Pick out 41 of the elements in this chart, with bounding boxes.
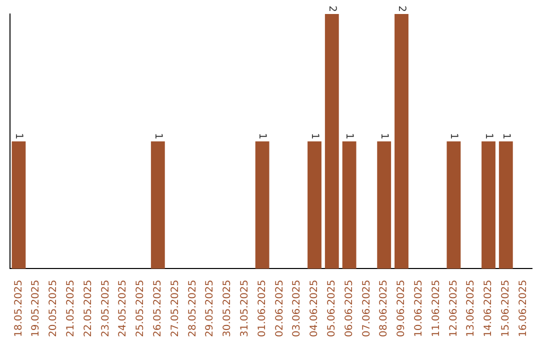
data-label: 1	[308, 132, 320, 140]
data-label: 1	[482, 132, 494, 140]
data-label: 1	[152, 132, 164, 140]
data-label: 1	[378, 132, 390, 140]
x-tick-label: 21.05.2025	[65, 280, 76, 338]
x-tick-label: 22.05.2025	[82, 280, 94, 338]
x-tick-label: 02.06.2025	[274, 280, 286, 338]
x-tick-label: 03.06.2025	[292, 280, 303, 338]
data-label: 1	[448, 132, 460, 140]
x-tick-label: 24.05.2025	[118, 280, 129, 338]
x-tick-label: 18.05.2025	[13, 280, 24, 338]
x-tick-label: 15.06.2025	[500, 280, 512, 338]
x-tick-label: 13.06.2025	[466, 280, 477, 338]
data-label: 2	[396, 6, 407, 12]
x-tick-label: 08.06.2025	[378, 280, 390, 338]
x-tick-label: 12.06.2025	[448, 280, 460, 338]
x-tick-label: 01.06.2025	[256, 280, 268, 338]
x-tick-label: 25.05.2025	[135, 280, 146, 338]
x-tick-label: 14.06.2025	[483, 280, 494, 338]
x-tick-label: 11.06.2025	[430, 280, 442, 338]
data-label: 1	[256, 132, 268, 140]
data-label: 2	[326, 6, 338, 12]
x-tick-label: 05.06.2025	[326, 280, 338, 338]
x-tick-label: 09.06.2025	[396, 280, 408, 338]
x-tick-label: 31.05.2025	[239, 280, 250, 338]
x-tick-label: 19.05.2025	[30, 280, 42, 338]
x-tick-label: 26.05.2025	[152, 280, 164, 338]
x-tick-label: 29.05.2025	[204, 280, 216, 338]
x-tick-label: 20.05.2025	[48, 280, 60, 338]
x-tick-label: 27.05.2025	[170, 280, 181, 338]
x-tick-label: 23.05.2025	[100, 280, 112, 338]
x-tick-label: 10.06.2025	[413, 280, 424, 338]
data-label: 1	[500, 132, 512, 140]
x-tick-label: 28.05.2025	[187, 280, 198, 338]
data-label: 1	[344, 132, 355, 140]
x-tick-label: 06.06.2025	[344, 280, 355, 338]
data-label: 1	[13, 132, 24, 140]
x-tick-label: 07.06.2025	[361, 280, 372, 338]
x-tick-label: 16.06.2025	[518, 280, 529, 338]
x-tick-label: 04.06.2025	[309, 280, 320, 338]
x-tick-label: 30.05.2025	[222, 280, 234, 338]
